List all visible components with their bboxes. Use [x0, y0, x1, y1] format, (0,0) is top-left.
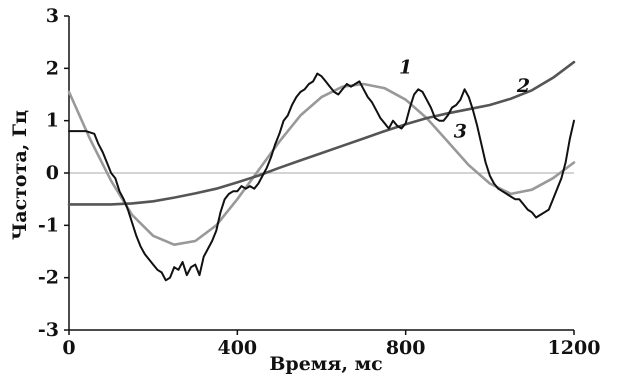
y-tick-label: 0 — [46, 162, 59, 184]
y-tick-label: -3 — [38, 319, 59, 341]
tick-labels: -3 -2 -1 0 1 2 3 0 400 800 1200 — [38, 5, 601, 359]
series-label-3: 3 — [454, 120, 467, 142]
x-tick-label: 400 — [217, 337, 257, 359]
y-tick-label: 2 — [46, 57, 59, 79]
x-tick-label: 800 — [386, 337, 426, 359]
series-line-2 — [67, 60, 576, 206]
plot-area — [68, 16, 574, 331]
series-group: 1 2 3 — [67, 57, 576, 282]
y-axis-title: Частота, Гц — [9, 110, 31, 240]
series-label-1: 1 — [399, 57, 412, 79]
x-tick-label: 1200 — [548, 337, 601, 359]
series-label-2: 2 — [516, 75, 530, 97]
series-line-1 — [68, 72, 575, 282]
y-tick-label: -1 — [38, 214, 59, 236]
y-tick-label: 3 — [46, 5, 59, 27]
x-tick-label: 0 — [62, 337, 75, 359]
series-line-3 — [67, 82, 576, 246]
y-tick-label: 1 — [46, 110, 59, 132]
x-axis-title: Время, мс — [269, 353, 382, 375]
y-tick-label: -2 — [38, 267, 59, 289]
